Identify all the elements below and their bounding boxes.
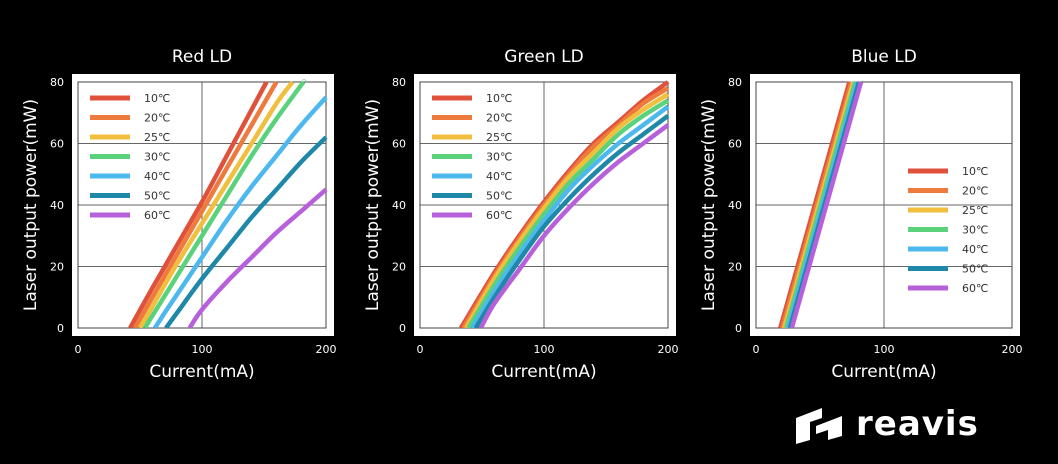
x-axis-label: Current(mA) <box>491 362 596 382</box>
legend: 10℃ 20℃ 25℃ 30℃ 40℃ 50℃ 60℃ <box>432 92 512 222</box>
y-tick-label: 60 <box>392 138 406 151</box>
series-line-7 <box>187 187 328 328</box>
x-tick-label: 0 <box>753 343 760 356</box>
legend: 10℃ 20℃ 25℃ 30℃ 40℃ 50℃ 60℃ <box>90 92 170 222</box>
x-tick-label: 200 <box>316 343 337 356</box>
series-group <box>778 81 864 328</box>
plot-frame <box>419 81 669 329</box>
legend: 10℃ 20℃ 25℃ 30℃ 40℃ 50℃ 60℃ <box>908 165 988 295</box>
legend-label: 60℃ <box>486 209 512 222</box>
x-tick-label: 100 <box>192 343 213 356</box>
y-axis-label: Laser output power(mW) <box>699 99 719 311</box>
legend-label: 10℃ <box>144 92 170 105</box>
y-tick-label: 0 <box>399 322 406 335</box>
series-line-1 <box>128 80 269 328</box>
plot-frame <box>755 81 1013 329</box>
y-tick-label: 20 <box>728 261 742 274</box>
x-tick-label: 0 <box>75 343 82 356</box>
legend-label: 60℃ <box>962 282 988 295</box>
legend-label: 50℃ <box>144 190 170 203</box>
y-tick-label: 80 <box>50 76 64 89</box>
chart-panel-2: 0 20 40 60 80 0 100 200 Green LD Current(mA) Laser… <box>363 47 679 382</box>
x-tick-label: 200 <box>658 343 679 356</box>
y-tick-label: 80 <box>392 76 406 89</box>
y-axis-label: Laser output power(mW) <box>363 99 383 311</box>
chart-title: Red LD <box>172 47 232 67</box>
series-line-3 <box>463 92 670 328</box>
series-line-7 <box>478 123 670 328</box>
y-tick-label: 0 <box>57 322 64 335</box>
legend-label: 40℃ <box>144 170 170 183</box>
y-tick-label: 0 <box>735 322 742 335</box>
legend-label: 25℃ <box>144 131 170 144</box>
y-tick-label: 40 <box>728 199 742 212</box>
x-tick-label: 0 <box>417 343 424 356</box>
legend-label: 30℃ <box>962 224 988 237</box>
y-tick-label: 20 <box>392 261 406 274</box>
y-tick-label: 40 <box>392 199 406 212</box>
series-group <box>128 79 328 328</box>
x-axis-label: Current(mA) <box>149 362 254 382</box>
legend-label: 40℃ <box>962 243 988 256</box>
legend-label: 30℃ <box>486 151 512 164</box>
legend-label: 50℃ <box>962 263 988 276</box>
brand: reavis <box>792 402 979 446</box>
legend-label: 25℃ <box>962 204 988 217</box>
chart-panel-1: 0 20 40 60 80 0 100 200 Red LD Current(mA) Laser o… <box>21 47 337 382</box>
series-line-5 <box>152 95 328 328</box>
series-line-2 <box>133 80 279 328</box>
series-group <box>458 80 670 328</box>
legend-label: 30℃ <box>144 151 170 164</box>
plot-frame <box>77 81 327 329</box>
y-tick-label: 60 <box>50 138 64 151</box>
y-axis-label: Laser output power(mW) <box>21 99 41 311</box>
chart-title: Blue LD <box>851 47 917 67</box>
x-tick-label: 100 <box>874 343 895 356</box>
x-tick-label: 200 <box>1002 343 1023 356</box>
series-line-4 <box>143 79 307 328</box>
series-line-6 <box>473 114 670 328</box>
series-line-5 <box>470 104 670 328</box>
series-line-4 <box>466 98 670 328</box>
y-tick-label: 40 <box>50 199 64 212</box>
legend-label: 25℃ <box>486 131 512 144</box>
y-tick-label: 80 <box>728 76 742 89</box>
x-tick-label: 100 <box>534 343 555 356</box>
reavis-logo-icon <box>796 408 842 444</box>
legend-label: 10℃ <box>486 92 512 105</box>
y-tick-label: 60 <box>728 138 742 151</box>
legend-label: 60℃ <box>144 209 170 222</box>
series-line-6 <box>164 135 328 328</box>
series-line-7 <box>789 81 864 328</box>
legend-label: 40℃ <box>486 170 512 183</box>
brand-name: reavis <box>856 404 979 444</box>
chart-panel-3: 0 20 40 60 80 0 100 200 Blue LD Current(mA) Laser … <box>699 47 1023 382</box>
legend-label: 20℃ <box>486 112 512 125</box>
legend-label: 20℃ <box>144 112 170 125</box>
legend-label: 10℃ <box>962 165 988 178</box>
legend-label: 50℃ <box>486 190 512 203</box>
chart-title: Green LD <box>504 47 583 67</box>
series-line-3 <box>138 80 295 328</box>
y-tick-label: 20 <box>50 261 64 274</box>
x-axis-label: Current(mA) <box>831 362 936 382</box>
legend-label: 20℃ <box>962 185 988 198</box>
